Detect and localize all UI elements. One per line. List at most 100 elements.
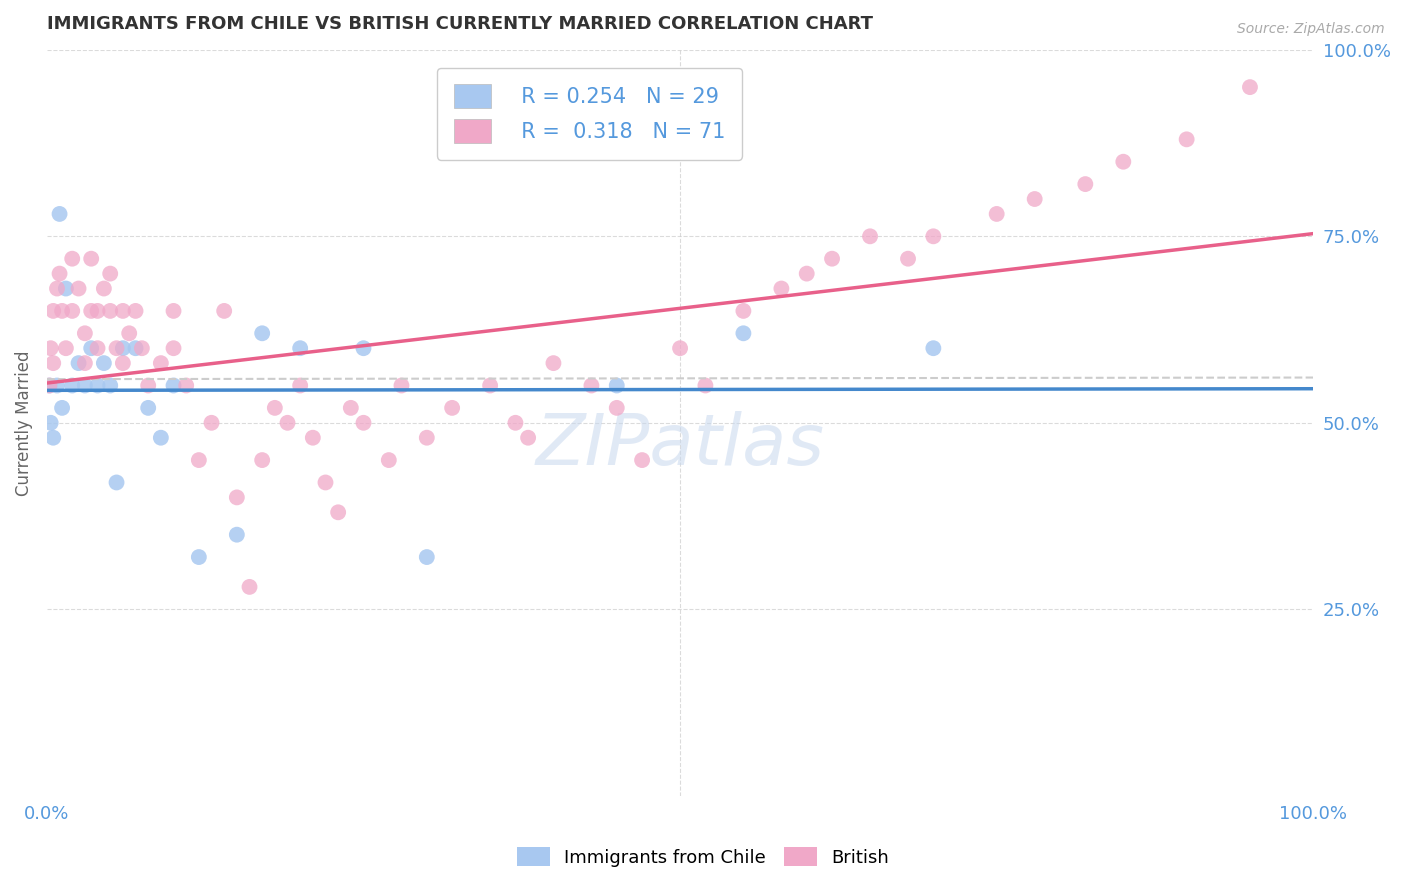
Point (39, 341, 62, 355)
Point (98, 304, 121, 318)
Legend:   R = 0.254   N = 29,   R =  0.318   N = 71: R = 0.254 N = 29, R = 0.318 N = 71 (437, 68, 742, 160)
Point (174, 378, 197, 392)
Point (238, 580, 260, 594)
Point (118, 326, 141, 341)
Point (250, 453, 273, 467)
Text: ZIPatlas: ZIPatlas (536, 410, 824, 480)
Point (86, 304, 108, 318)
Point (543, 356, 565, 370)
Point (93, 356, 115, 370)
Point (105, 341, 128, 355)
Point (42, 431, 65, 445)
Point (38, 378, 60, 392)
Point (200, 416, 222, 430)
Y-axis label: Currently Married: Currently Married (15, 350, 32, 496)
Point (73, 378, 96, 392)
Point (517, 431, 540, 445)
Point (60, 304, 83, 318)
Point (55, 281, 77, 295)
Point (353, 416, 375, 430)
Point (51, 304, 73, 318)
Point (340, 401, 363, 415)
Point (86, 341, 108, 355)
Point (225, 527, 247, 541)
Point (1024, 192, 1046, 206)
Point (42, 304, 65, 318)
Point (111, 356, 134, 370)
Point (288, 378, 311, 392)
Point (39, 416, 62, 430)
Point (986, 207, 1008, 221)
Point (149, 431, 172, 445)
Point (162, 378, 184, 392)
Point (38, 378, 60, 392)
Point (922, 341, 945, 355)
Point (67, 281, 90, 295)
Point (250, 326, 273, 341)
Point (149, 356, 172, 370)
Point (162, 304, 184, 318)
Point (55, 341, 77, 355)
Point (162, 341, 184, 355)
Point (441, 401, 464, 415)
Point (212, 304, 235, 318)
Point (48, 207, 70, 221)
Point (187, 550, 209, 565)
Point (288, 341, 311, 355)
Point (105, 475, 128, 490)
Point (606, 378, 628, 392)
Point (42, 356, 65, 370)
Point (897, 252, 920, 266)
Point (733, 304, 755, 318)
Point (131, 341, 153, 355)
Point (1112, 154, 1135, 169)
Point (93, 281, 115, 295)
Point (391, 378, 413, 392)
Point (631, 453, 654, 467)
Point (136, 378, 159, 392)
Point (48, 267, 70, 281)
Point (263, 401, 285, 415)
Point (124, 341, 146, 355)
Point (695, 378, 717, 392)
Point (46, 281, 69, 295)
Point (1239, 80, 1261, 95)
Point (73, 356, 96, 370)
Point (770, 281, 793, 295)
Point (86, 378, 108, 392)
Legend: Immigrants from Chile, British: Immigrants from Chile, British (510, 840, 896, 874)
Point (276, 416, 298, 430)
Point (416, 431, 439, 445)
Point (225, 491, 247, 505)
Point (73, 326, 96, 341)
Point (111, 304, 134, 318)
Point (80, 341, 103, 355)
Point (378, 453, 401, 467)
Point (505, 416, 527, 430)
Point (98, 378, 121, 392)
Point (124, 304, 146, 318)
Point (60, 252, 83, 266)
Point (136, 401, 159, 415)
Point (80, 304, 103, 318)
Point (315, 475, 337, 490)
Point (353, 341, 375, 355)
Point (301, 431, 323, 445)
Point (67, 356, 90, 370)
Point (1175, 132, 1198, 146)
Point (80, 252, 103, 266)
Point (479, 378, 502, 392)
Text: Source: ZipAtlas.com: Source: ZipAtlas.com (1237, 22, 1385, 37)
Point (859, 229, 882, 244)
Point (606, 401, 628, 415)
Point (60, 378, 83, 392)
Point (1074, 177, 1097, 191)
Point (328, 505, 350, 519)
Text: IMMIGRANTS FROM CHILE VS BRITISH CURRENTLY MARRIED CORRELATION CHART: IMMIGRANTS FROM CHILE VS BRITISH CURRENT… (46, 15, 873, 33)
Point (416, 550, 439, 565)
Point (98, 267, 121, 281)
Point (796, 267, 818, 281)
Point (111, 341, 134, 355)
Point (669, 341, 692, 355)
Point (922, 229, 945, 244)
